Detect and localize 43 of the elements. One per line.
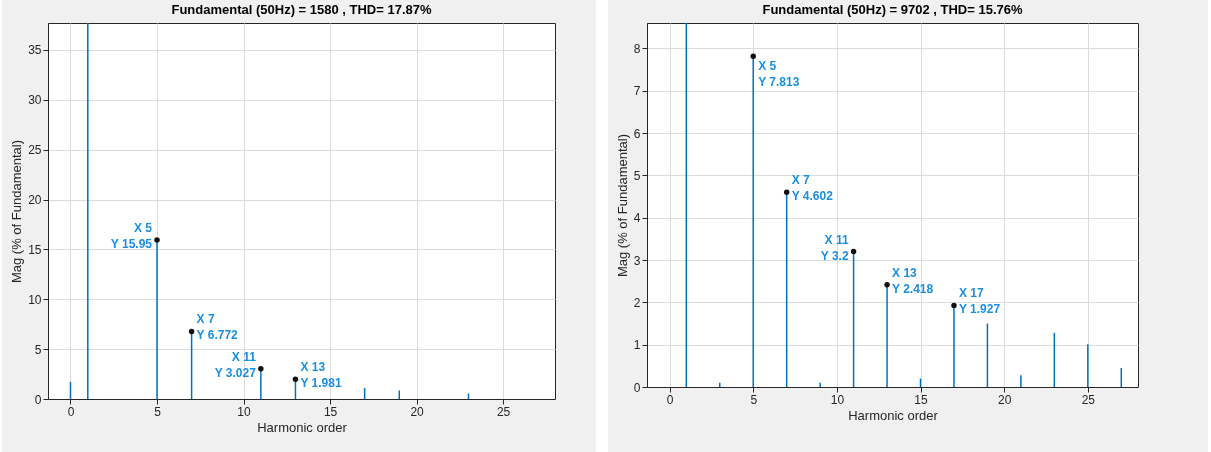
x-tick-label: 20 bbox=[997, 392, 1012, 407]
y-tick-label: 7 bbox=[633, 84, 641, 99]
x-tick-label: 15 bbox=[323, 404, 338, 419]
annotation: X 17 Y 1.927 bbox=[958, 286, 1001, 317]
x-axis-title: Harmonic order bbox=[848, 407, 939, 423]
x-tick-label: 10 bbox=[237, 404, 252, 419]
x-tick-label: 25 bbox=[1081, 392, 1096, 407]
x-axis-title: Harmonic order bbox=[257, 419, 348, 435]
x-tick-label: 10 bbox=[830, 392, 845, 407]
annotation: X 5 Y 7.813 bbox=[758, 59, 800, 90]
y-tick-label: 3 bbox=[633, 253, 641, 268]
y-tick-label: 0 bbox=[633, 380, 641, 395]
annotation: X 13 Y 2.418 bbox=[892, 265, 934, 296]
y-tick-label: 15 bbox=[28, 242, 42, 257]
y-tick-label: 20 bbox=[28, 193, 42, 208]
annotation: X 11 Y 3.027 bbox=[214, 349, 257, 380]
y-tick-label: 30 bbox=[28, 93, 42, 108]
y-tick-label: 25 bbox=[28, 143, 42, 158]
x-tick-label: 20 bbox=[410, 404, 425, 419]
annotation: X 7 Y 6.772 bbox=[196, 312, 239, 343]
chart-title: Fundamental (50Hz) = 9702 , THD= 15.76% bbox=[762, 2, 1023, 17]
y-tick-label: 5 bbox=[34, 342, 42, 357]
annotation: X 13 Y 1.981 bbox=[300, 360, 342, 391]
x-tick-label: 5 bbox=[154, 404, 162, 419]
x-tick-label: 0 bbox=[67, 404, 75, 419]
y-tick-label: 35 bbox=[28, 43, 42, 58]
y-axis-title: Mag (% of Fundamental) bbox=[614, 133, 630, 278]
y-tick-label: 2 bbox=[633, 295, 641, 310]
y-tick-label: 1 bbox=[633, 338, 641, 353]
y-tick-label: 8 bbox=[633, 41, 641, 56]
x-tick-label: 5 bbox=[750, 392, 758, 407]
y-axis-title: Mag (% of Fundamental) bbox=[9, 139, 25, 284]
annotation: X 5 Y 15.95 bbox=[110, 220, 153, 251]
chart-title: Fundamental (50Hz) = 1580 , THD= 17.87% bbox=[171, 2, 432, 17]
y-tick-label: 5 bbox=[633, 168, 641, 183]
annotation: X 11 Y 3.2 bbox=[820, 232, 849, 263]
y-tick-label: 4 bbox=[633, 211, 641, 226]
y-tick-label: 6 bbox=[633, 126, 641, 141]
x-tick-label: 25 bbox=[496, 404, 511, 419]
annotation: X 7 Y 4.602 bbox=[791, 173, 834, 204]
x-tick-label: 15 bbox=[914, 392, 929, 407]
x-tick-label: 0 bbox=[666, 392, 674, 407]
y-tick-label: 10 bbox=[28, 292, 42, 307]
